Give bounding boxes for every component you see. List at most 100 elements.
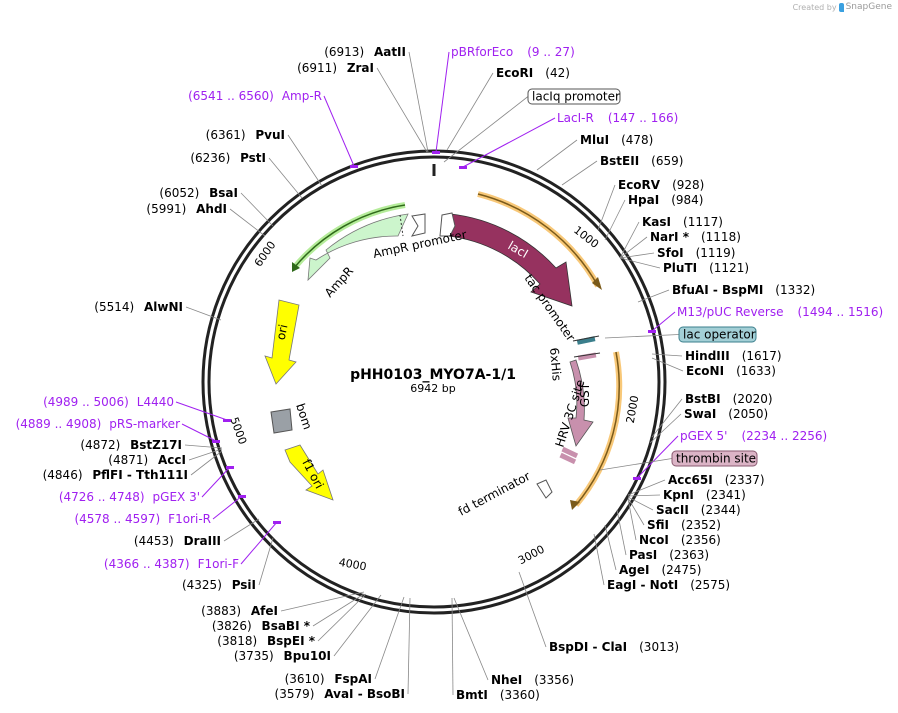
primer-pgex-3[interactable]: (4726 .. 4748) pGEX 3' [59,466,234,504]
enzyme-site-nhei[interactable]: NheI (3356) [453,597,574,687]
primer-range: (2234 .. 2256) [741,429,827,443]
feature-AmpR[interactable] [307,213,409,282]
enzyme-site-zrai[interactable]: (6911) ZraI [297,61,428,153]
primer-name: M13/pUC Reverse [677,305,784,319]
enzyme-site-mlui[interactable]: MluI (478) [536,133,653,171]
enzyme-site-ncoi[interactable]: NcoI (2356) [627,498,721,547]
primer-name: pBRforEco [451,45,513,59]
primer-name: LacI-R [557,111,594,125]
enzyme-site-afei[interactable]: (3883) AfeI [201,591,365,618]
enzyme-site-bmti[interactable]: BmtI (3360) [451,597,540,702]
enzyme-position: (5991) [146,202,190,216]
feature-box-laciq-promoter[interactable]: lacIq promoter [443,88,621,163]
enzyme-site-sacii[interactable]: SacII (2344) [627,496,741,517]
enzyme-site-draiii[interactable]: (4453) DraIII [134,518,260,548]
tick-label-4000: 4000 [338,556,368,574]
enzyme-site-bstz17i[interactable]: (4872) BstZ17I [80,438,223,452]
feature-GST[interactable]: GST [567,359,594,447]
enzyme-site-econi[interactable]: EcoNI (1633) [651,357,776,378]
primer-m13-puc-reverse[interactable]: M13/pUC Reverse (1494 .. 1516) [648,305,883,333]
svg-text:(4871) AccI: (4871) AccI [108,453,186,467]
enzyme-site-acc65i[interactable]: Acc65I (2337) [627,473,765,496]
primer-prs-marker[interactable]: (4889 .. 4908) pRS-marker [16,417,220,443]
enzyme-site-sfoi[interactable]: SfoI (1119) [619,246,735,260]
primer-l4440[interactable]: (4989 .. 5006) L4440 [43,395,231,422]
enzyme-site-bsteii[interactable]: BstEII (659) [561,154,683,186]
svg-text:BfuAI - BspMI(1332): BfuAI - BspMI (1332) [672,283,815,297]
enzyme-name: EagI - NotI [607,578,678,592]
primer-mark-icon [648,330,656,333]
enzyme-position: (6911) [297,61,341,75]
orf-arrow-icon [592,277,602,290]
enzyme-position: (1332) [775,283,815,297]
feature-laciq-promoter[interactable] [439,212,456,237]
primer-name: F1ori-F [198,557,239,571]
enzyme-site-alwni[interactable]: (5514) AlwNI [94,300,222,321]
enzyme-site-pvui[interactable]: (6361) PvuI [206,128,323,187]
enzyme-site-bfuai-bspmi[interactable]: BfuAI - BspMI (1332) [637,283,815,303]
orf-arcs [291,191,623,510]
enzyme-site-pflfi-tth111i[interactable]: (4846) PflFI - Tth111I [43,450,223,482]
enzyme-site-pluti[interactable]: PluTI (1121) [619,257,749,275]
primer-range: (4889 .. 4908) [16,417,102,431]
enzyme-site-swai[interactable]: SwaI (2050) [649,407,768,444]
svg-text:(5514) AlwNI: (5514) AlwNI [94,300,183,314]
enzyme-name: PstI [240,151,266,165]
enzyme-position: (478) [621,133,653,147]
svg-text:(4325) PsiI: (4325) PsiI [182,578,256,592]
enzyme-site-acci[interactable]: (4871) AccI [108,448,223,467]
primer-f1ori-f[interactable]: (4366 .. 4387) F1ori-F [104,521,281,571]
feature-lacI[interactable]: lacI [447,213,573,307]
enzyme-site-bsabi[interactable]: (3826) BsaBI * [212,593,365,633]
enzyme-site-pasi[interactable]: PasI (2363) [616,509,709,562]
enzyme-site-agei[interactable]: AgeI (2475) [604,524,701,577]
enzyme-site-fspai[interactable]: (3610) FspAI [285,596,405,686]
enzyme-position: (6361) [206,128,250,142]
enzyme-site-hindiii[interactable]: HindIII (1617) [651,349,782,363]
enzyme-site-eagi-noti[interactable]: EagI - NotI (2575) [593,533,730,592]
enzyme-position: (2050) [728,407,768,421]
enzyme-position: (3360) [500,688,540,702]
enzyme-labels-left: (6913) AatII(6911) ZraI(6361) PvuI(6236)… [43,45,429,701]
enzyme-site-aatii[interactable]: (6913) AatII [324,45,429,153]
svg-text:(3826) BsaBI *: (3826) BsaBI * [212,619,311,633]
feature-box-label: lac operator [683,328,756,342]
primer-amp-r[interactable]: (6541 .. 6560) Amp-R [188,89,358,168]
enzyme-site-ecori[interactable]: EcoRI (42) [446,66,570,151]
enzyme-site-bstbi[interactable]: BstBI (2020) [651,392,773,438]
feature-label-bom: bom [293,402,315,432]
enzyme-site-bsai[interactable]: (6052) BsaI [159,186,274,227]
primer-mark-icon [350,165,358,168]
enzyme-site-psii[interactable]: (4325) PsiI [182,537,274,592]
feature-f1-ori[interactable]: f1 ori [284,444,334,501]
svg-text:KasI(1117): KasI (1117) [642,215,723,229]
feature-bom[interactable]: bom [270,402,315,434]
svg-text:(4846) PflFI - Tth111I: (4846) PflFI - Tth111I [43,468,188,482]
feature-fd-terminator[interactable] [536,479,553,499]
enzyme-site-bspdi-clai[interactable]: BspDI - ClaI (3013) [518,571,679,654]
enzyme-site-kasi[interactable]: KasI (1117) [619,215,723,259]
feature-box-thrombin-site[interactable]: thrombin site [599,450,758,471]
primer-pbrforeco[interactable]: pBRforEco (9 .. 27) [432,45,575,154]
primer-mark-icon [223,419,231,422]
enzyme-site-nari[interactable]: NarI * (1118) [619,230,741,259]
enzyme-site-ecorv[interactable]: EcoRV (928) [597,178,704,231]
enzyme-site-sfii[interactable]: SfiI (2352) [627,497,721,532]
primer-f1ori-r[interactable]: (4578 .. 4597) F1ori-R [74,495,246,526]
snapgene-logo-icon [838,2,844,12]
feature-ampr-promoter[interactable] [410,213,426,237]
enzyme-site-kpni[interactable]: KpnI (2341) [627,488,746,502]
primer-laci-r[interactable]: LacI-R (147 .. 166) [459,111,678,169]
enzyme-site-bpu10i[interactable]: (3735) Bpu10I [234,594,382,663]
enzyme-site-hpai[interactable]: HpaI (984) [604,193,703,241]
enzyme-site-ahdi[interactable]: (5991) AhdI [146,202,266,237]
enzyme-site-psti[interactable]: (6236) PstI [190,151,303,199]
svg-text:MluI(478): MluI (478) [580,133,653,147]
enzyme-site-bspei[interactable]: (3818) BspEI * [217,593,367,648]
primer-pgex-5[interactable]: pGEX 5' (2234 .. 2256) [633,429,827,480]
feature-box-lac-operator[interactable]: lac operator [604,326,757,343]
feature-ori[interactable]: ori [264,299,300,385]
enzyme-site-avai-bsobi[interactable]: (3579) AvaI - BsoBI [275,597,411,701]
enzyme-name: BsaI [209,186,238,200]
enzyme-name: EcoRV [618,178,661,192]
